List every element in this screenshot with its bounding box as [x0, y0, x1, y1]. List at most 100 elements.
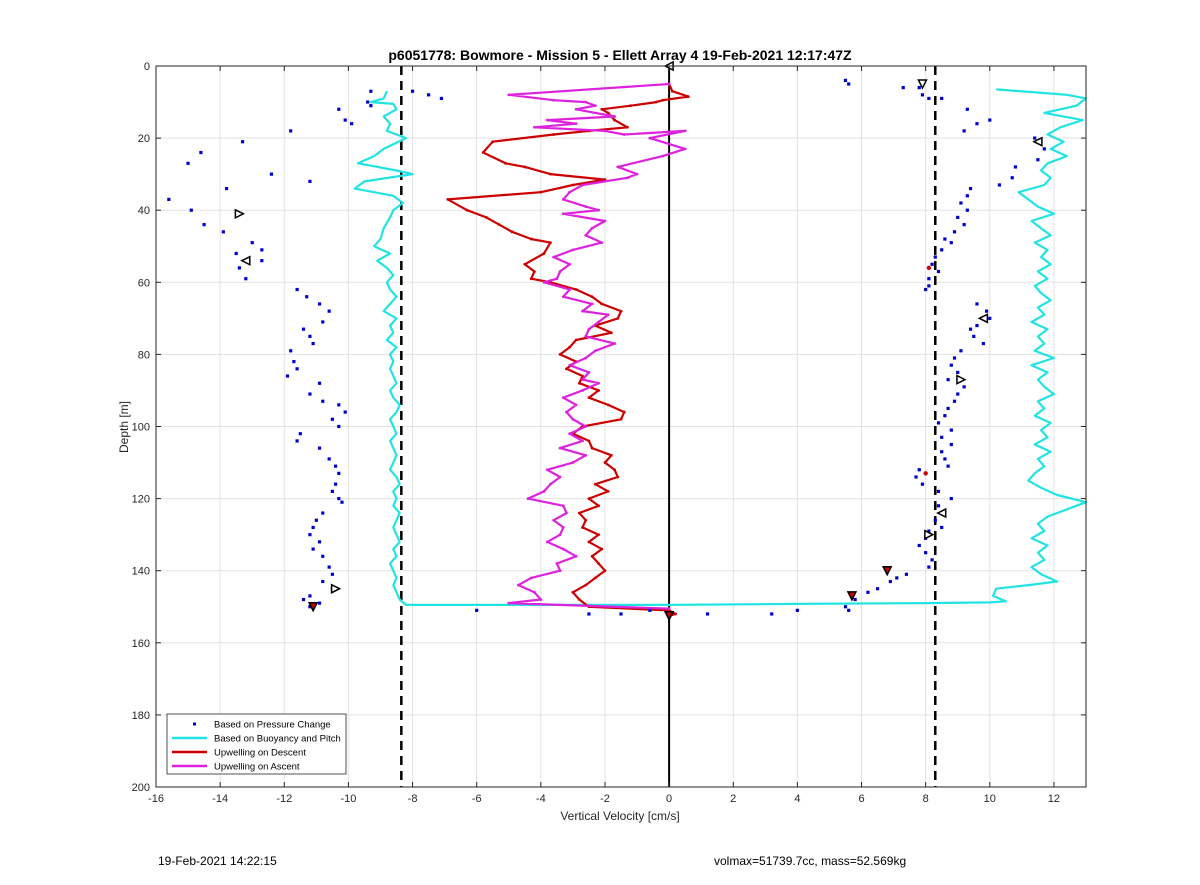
- series-vertex: [571, 461, 575, 464]
- pressure-point: [847, 82, 851, 86]
- pressure-point: [917, 468, 921, 472]
- pressure-point: [940, 450, 944, 454]
- series-vertex: [561, 212, 565, 216]
- pressure-point: [337, 403, 341, 407]
- series-vertex: [577, 598, 581, 601]
- y-tick-label: 60: [138, 277, 150, 289]
- pressure-point: [240, 140, 245, 144]
- series-vertex: [481, 151, 485, 154]
- pressure-point: [311, 547, 315, 551]
- triangle-left-marker: [1032, 136, 1043, 147]
- pressure-point: [943, 414, 947, 418]
- series-vertex: [619, 309, 623, 313]
- pressure-point: [1013, 165, 1018, 169]
- pressure-point: [933, 255, 937, 259]
- series-vertex: [568, 432, 572, 436]
- series-vertex: [609, 331, 613, 335]
- pressure-point: [927, 529, 931, 533]
- series-vertex: [603, 569, 607, 573]
- pressure-point: [949, 363, 953, 367]
- series-vertex: [613, 118, 616, 122]
- series-vertex: [584, 356, 588, 360]
- pressure-point: [1010, 176, 1014, 180]
- pressure-point: [308, 605, 312, 609]
- pressure-point: [917, 86, 921, 90]
- series-vertex: [629, 104, 633, 108]
- series-vertex: [584, 583, 588, 587]
- series-vertex: [590, 226, 594, 230]
- series-vertex: [593, 482, 597, 486]
- pressure-point: [369, 89, 373, 93]
- series-vertex: [568, 190, 572, 194]
- series-vertex: [491, 140, 495, 144]
- series-vertex: [587, 371, 591, 374]
- series-vertex: [542, 252, 546, 255]
- series-vertex: [600, 302, 604, 306]
- series-vertex: [648, 136, 652, 140]
- triangle-down-marker: [881, 565, 893, 577]
- series-line: [507, 82, 687, 610]
- pressure-point: [972, 334, 976, 338]
- series-vertex: [574, 107, 578, 111]
- pressure-point: [920, 93, 925, 97]
- series-vertex: [674, 612, 677, 616]
- pressure-point: [943, 237, 947, 241]
- pressure-point: [927, 277, 931, 281]
- series-vertex: [561, 526, 565, 529]
- series-vertex: [613, 115, 616, 118]
- pressure-point: [965, 107, 969, 111]
- pressure-point: [295, 367, 299, 371]
- pressure-point: [988, 316, 992, 320]
- pressure-point: [965, 208, 969, 212]
- series-vertex: [587, 327, 591, 331]
- pressure-point: [924, 551, 928, 555]
- series-vertex: [661, 98, 665, 102]
- legend-label: Upwelling on Descent: [214, 748, 306, 759]
- pressure-point: [843, 605, 848, 609]
- pressure-point: [956, 392, 960, 396]
- pressure-point: [962, 223, 966, 227]
- series-vertex: [507, 93, 511, 97]
- pressure-point: [314, 518, 318, 522]
- y-tick-label: 200: [132, 782, 150, 794]
- pressure-point: [289, 129, 293, 133]
- series-vertex: [616, 165, 620, 169]
- pressure-point: [949, 442, 953, 447]
- pressure-point: [308, 179, 312, 183]
- series-vertex: [606, 111, 610, 115]
- series-vertex: [603, 129, 607, 133]
- x-tick-label: 0: [666, 793, 672, 805]
- series-line: [446, 83, 690, 617]
- pressure-point: [295, 287, 299, 292]
- x-tick-label: -14: [212, 793, 228, 805]
- pressure-point: [949, 428, 953, 432]
- pressure-point: [901, 86, 905, 90]
- series-vertex: [597, 208, 600, 212]
- red-dot-marker: [923, 471, 928, 476]
- pressure-point: [930, 558, 934, 562]
- series-vertex: [568, 345, 572, 349]
- pressure-point: [269, 172, 274, 176]
- x-axis-label: Vertical Velocity [cm/s]: [560, 809, 679, 823]
- series-vertex: [686, 95, 690, 99]
- series-vertex: [587, 497, 591, 500]
- triangle-left-marker: [977, 313, 989, 324]
- series-vertex: [539, 598, 543, 601]
- x-tick-label: 8: [923, 793, 929, 805]
- series-vertex: [609, 453, 613, 457]
- pressure-point: [952, 399, 957, 403]
- grid-lines: [155, 65, 1086, 788]
- pressure-point: [914, 475, 918, 479]
- series-vertex: [581, 183, 584, 187]
- pressure-point: [305, 295, 309, 299]
- x-tick-label: -2: [600, 793, 610, 805]
- series-vertex: [661, 154, 665, 158]
- pressure-point: [337, 107, 341, 111]
- pressure-point: [308, 533, 312, 537]
- series-vertex: [603, 461, 607, 464]
- series-vertex: [545, 118, 549, 122]
- chart-title: p6051778: Bowmore - Mission 5 - Ellett A…: [388, 47, 852, 63]
- series-vertex: [574, 338, 578, 342]
- series-vertex: [484, 216, 488, 219]
- pressure-point: [770, 612, 774, 616]
